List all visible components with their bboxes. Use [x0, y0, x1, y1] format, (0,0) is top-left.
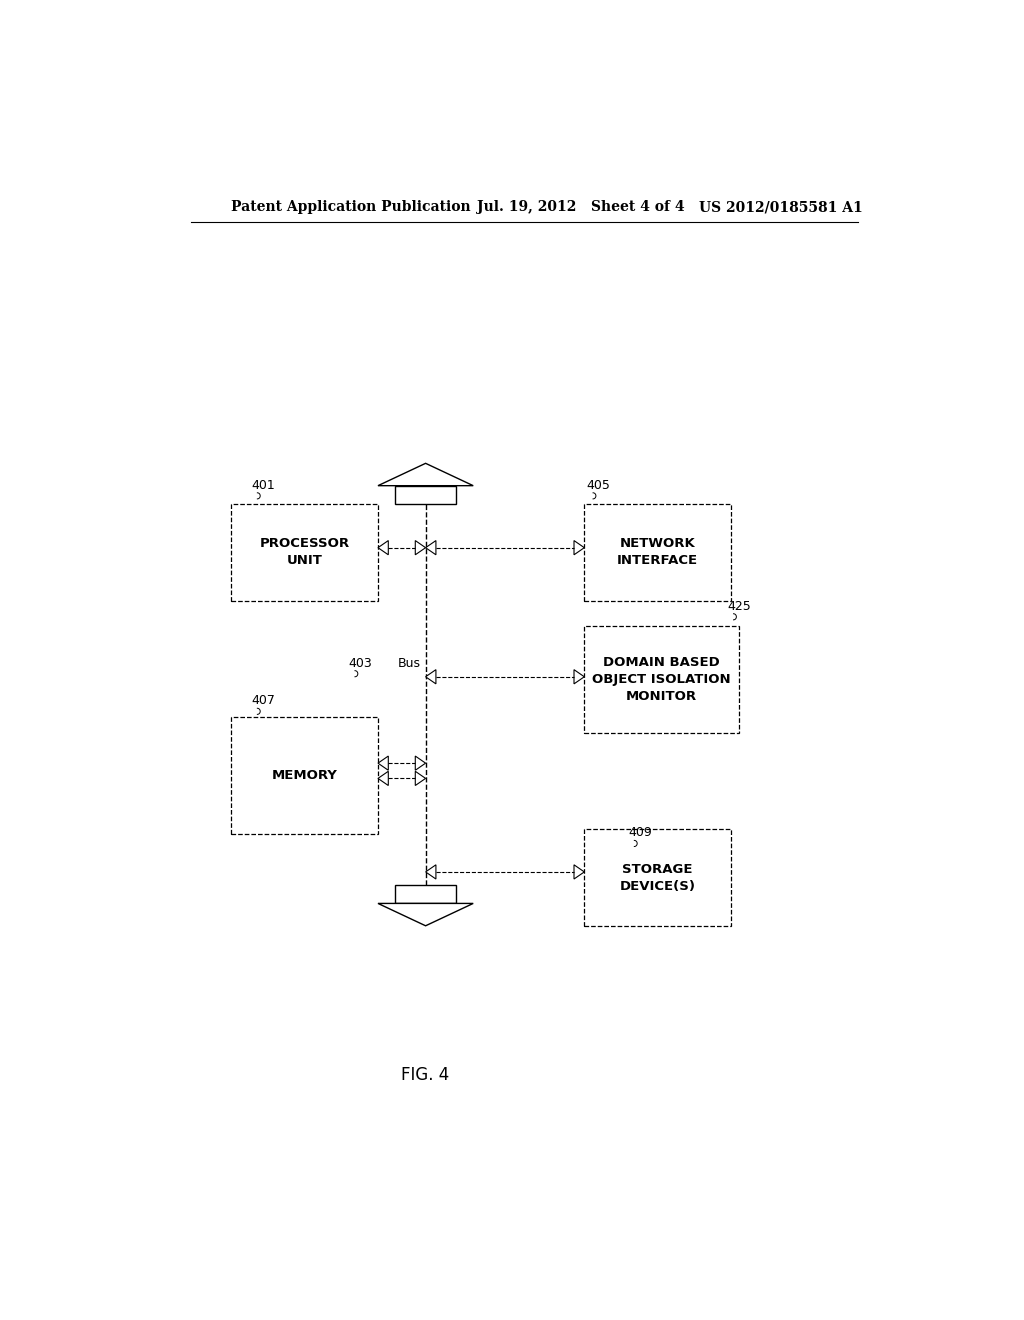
Polygon shape: [574, 865, 585, 879]
Polygon shape: [378, 756, 388, 771]
Text: Patent Application Publication: Patent Application Publication: [231, 201, 471, 214]
Text: STORAGE
DEVICE(S): STORAGE DEVICE(S): [620, 862, 695, 892]
Polygon shape: [416, 541, 426, 554]
Text: NETWORK
INTERFACE: NETWORK INTERFACE: [617, 537, 698, 568]
Text: Bus: Bus: [397, 656, 421, 669]
Polygon shape: [416, 771, 426, 785]
Text: FIG. 4: FIG. 4: [401, 1067, 450, 1084]
Bar: [585, 829, 731, 925]
Polygon shape: [395, 886, 456, 903]
Polygon shape: [378, 903, 473, 925]
Text: 405: 405: [587, 479, 610, 492]
Text: Jul. 19, 2012   Sheet 4 of 4: Jul. 19, 2012 Sheet 4 of 4: [477, 201, 685, 214]
Text: 425: 425: [727, 599, 751, 612]
Polygon shape: [378, 463, 473, 486]
Text: US 2012/0185581 A1: US 2012/0185581 A1: [699, 201, 863, 214]
Bar: [585, 504, 731, 601]
Polygon shape: [416, 756, 426, 771]
Polygon shape: [426, 865, 436, 879]
Text: DOMAIN BASED
OBJECT ISOLATION
MONITOR: DOMAIN BASED OBJECT ISOLATION MONITOR: [592, 656, 731, 702]
Text: 401: 401: [251, 479, 274, 492]
Text: 407: 407: [251, 694, 274, 708]
Polygon shape: [378, 541, 388, 554]
Bar: [585, 626, 739, 733]
Polygon shape: [574, 541, 585, 554]
Polygon shape: [426, 541, 436, 554]
Text: 409: 409: [628, 826, 651, 840]
Polygon shape: [378, 771, 388, 785]
Text: PROCESSOR
UNIT: PROCESSOR UNIT: [259, 537, 349, 568]
Polygon shape: [426, 669, 436, 684]
Polygon shape: [395, 486, 456, 504]
Bar: [231, 718, 378, 834]
Bar: [231, 504, 378, 601]
Polygon shape: [574, 669, 585, 684]
Text: MEMORY: MEMORY: [271, 770, 338, 783]
Text: 403: 403: [348, 656, 373, 669]
